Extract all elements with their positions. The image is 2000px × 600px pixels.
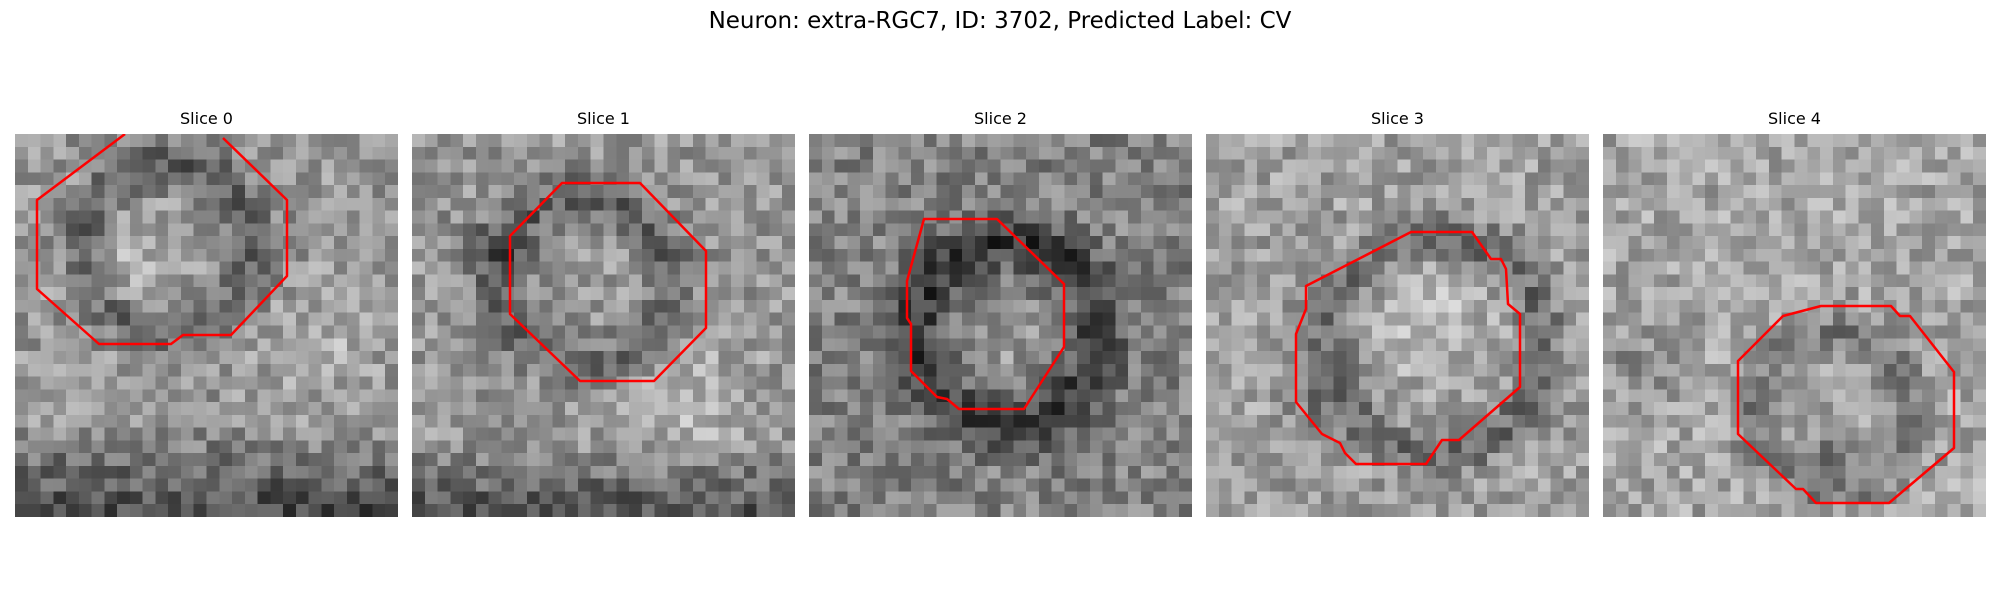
- slice-panel-2: Slice 2: [809, 108, 1192, 517]
- slice-title: Slice 1: [577, 109, 630, 128]
- slice-panel-1: Slice 1: [412, 108, 795, 517]
- grayscale-slice-canvas: [1603, 134, 1986, 517]
- slice-title: Slice 2: [974, 109, 1027, 128]
- slice-image: [15, 134, 398, 517]
- contour-overlay: [508, 181, 708, 383]
- slice-image: [809, 134, 1192, 517]
- figure-title: Neuron: extra-RGC7, ID: 3702, Predicted …: [708, 8, 1292, 34]
- roi-contour: [35, 134, 289, 346]
- slice-panel-4: Slice 4: [1603, 108, 1986, 517]
- slice-image: [1603, 134, 1986, 517]
- roi-contour: [1736, 304, 1956, 505]
- slice-image: [1206, 134, 1589, 517]
- contour-overlay: [1736, 304, 1956, 505]
- grayscale-slice-canvas: [412, 134, 795, 517]
- slice-title: Slice 4: [1768, 109, 1821, 128]
- slice-title: Slice 3: [1371, 109, 1424, 128]
- contour-overlay: [905, 217, 1066, 411]
- grayscale-slice-canvas: [809, 134, 1192, 517]
- slice-panel-3: Slice 3: [1206, 108, 1589, 517]
- contour-overlay: [1294, 230, 1522, 466]
- slice-image: [412, 134, 795, 517]
- roi-contour: [508, 181, 708, 383]
- slice-panel-0: Slice 0: [15, 108, 398, 517]
- roi-contour: [1294, 230, 1522, 466]
- grayscale-slice-canvas: [1206, 134, 1589, 517]
- roi-contour: [905, 217, 1066, 411]
- slice-title: Slice 0: [180, 109, 233, 128]
- contour-overlay: [35, 134, 289, 346]
